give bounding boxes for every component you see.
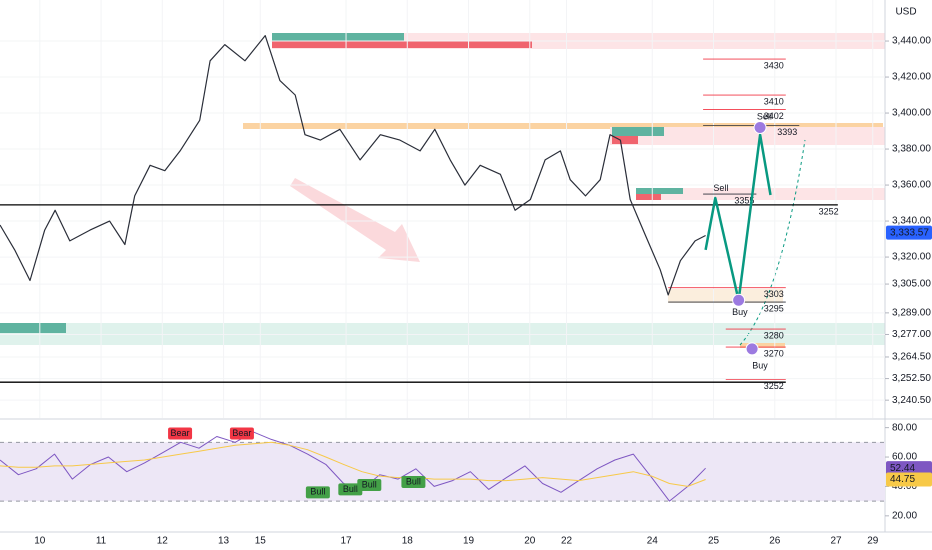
y-tick-label: 3,305.00 <box>892 279 931 290</box>
y-tick-label: 3,400.00 <box>892 108 931 119</box>
marker <box>732 293 746 307</box>
price-label-box <box>886 461 932 476</box>
price-label: 52.44 <box>890 463 915 474</box>
level-label: 3303 <box>764 289 784 299</box>
currency-label: USD <box>895 7 916 18</box>
annotation: Buy <box>752 361 768 371</box>
level-label: 3270 <box>764 348 784 358</box>
level-label: 3252 <box>764 381 784 391</box>
level-label: 3393 <box>777 127 797 137</box>
annotation: Sell <box>713 183 728 193</box>
y-tick-label: 3,264.50 <box>892 352 931 363</box>
x-tick-label: 10 <box>34 536 46 547</box>
price-label-box <box>886 472 932 487</box>
zone <box>610 127 885 145</box>
zone <box>636 188 885 200</box>
annotation-box <box>357 478 382 491</box>
marker <box>753 120 767 134</box>
annotation-box <box>338 483 363 496</box>
annotation: Bull <box>343 484 358 494</box>
x-tick-label: 29 <box>867 536 879 547</box>
zone <box>0 323 66 333</box>
level-label: 3402 <box>764 111 784 121</box>
series-line <box>0 35 706 296</box>
zone <box>636 194 661 200</box>
annotation: Bear <box>171 428 190 438</box>
y-tick-label: 60.00 <box>892 452 917 463</box>
x-tick-label: 20 <box>524 536 536 547</box>
trend-arrow <box>290 178 420 262</box>
y-tick-label: 40.00 <box>892 481 917 492</box>
annotation: Bull <box>406 476 421 486</box>
y-tick-label: 3,289.00 <box>892 308 931 319</box>
x-tick-label: 12 <box>157 536 169 547</box>
price-label: 3,333.57 <box>890 227 929 238</box>
annotation: Bull <box>310 487 325 497</box>
zone <box>612 127 664 136</box>
y-tick-label: 3,380.00 <box>892 144 931 155</box>
zone <box>272 33 404 41</box>
annotation-box <box>168 427 193 440</box>
annotation-box <box>229 427 254 440</box>
level-label: 3280 <box>764 330 784 340</box>
zone <box>636 188 683 194</box>
zone <box>243 123 883 129</box>
zones <box>0 33 885 348</box>
x-tick-label: 11 <box>96 536 107 547</box>
zone <box>272 41 532 48</box>
annotation: Bull <box>362 479 377 489</box>
annotation-box <box>401 476 426 489</box>
y-tick-label: 20.00 <box>892 510 917 521</box>
y-tick-label: 80.00 <box>892 422 917 433</box>
x-tick-label: 25 <box>708 536 720 547</box>
y-tick-label: 3,420.00 <box>892 72 931 83</box>
zone <box>668 289 783 303</box>
level-label: 3355 <box>734 195 754 205</box>
level-label: 3295 <box>764 303 784 313</box>
x-tick-label: 13 <box>218 536 230 547</box>
x-tick-label: 19 <box>463 536 475 547</box>
annotation: Sell <box>757 111 772 121</box>
x-tick-label: 26 <box>769 536 781 547</box>
y-tick-label: 3,240.50 <box>892 395 931 406</box>
y-tick-label: 3,277.00 <box>892 329 931 340</box>
annotation: Bear <box>232 428 251 438</box>
y-tick-label: 3,440.00 <box>892 36 931 47</box>
x-tick-label: 27 <box>830 536 842 547</box>
y-tick-label: 3,360.00 <box>892 180 931 191</box>
x-tick-label: 15 <box>255 536 267 547</box>
zone <box>612 136 638 144</box>
zone <box>740 343 785 348</box>
x-tick-label: 18 <box>402 536 414 547</box>
y-tick-label: 3,252.50 <box>892 373 931 384</box>
annotation: 3252 <box>819 206 839 216</box>
series-line <box>0 441 706 487</box>
projection-dashed <box>739 139 806 346</box>
x-tick-label: 22 <box>561 536 573 547</box>
series-line <box>704 133 772 302</box>
y-tick-label: 3,320.00 <box>892 252 931 263</box>
level-label: 3430 <box>764 60 784 70</box>
x-tick-label: 24 <box>647 536 659 547</box>
price-label: 44.75 <box>890 474 915 485</box>
marker <box>745 342 759 356</box>
level-label: 3410 <box>764 96 784 106</box>
price-label-box <box>886 225 932 240</box>
annotation-box <box>305 486 330 499</box>
annotation: Buy <box>732 307 748 317</box>
y-tick-label: 3,340.00 <box>892 216 931 227</box>
x-tick-label: 17 <box>340 536 352 547</box>
rsi-band <box>0 442 885 502</box>
